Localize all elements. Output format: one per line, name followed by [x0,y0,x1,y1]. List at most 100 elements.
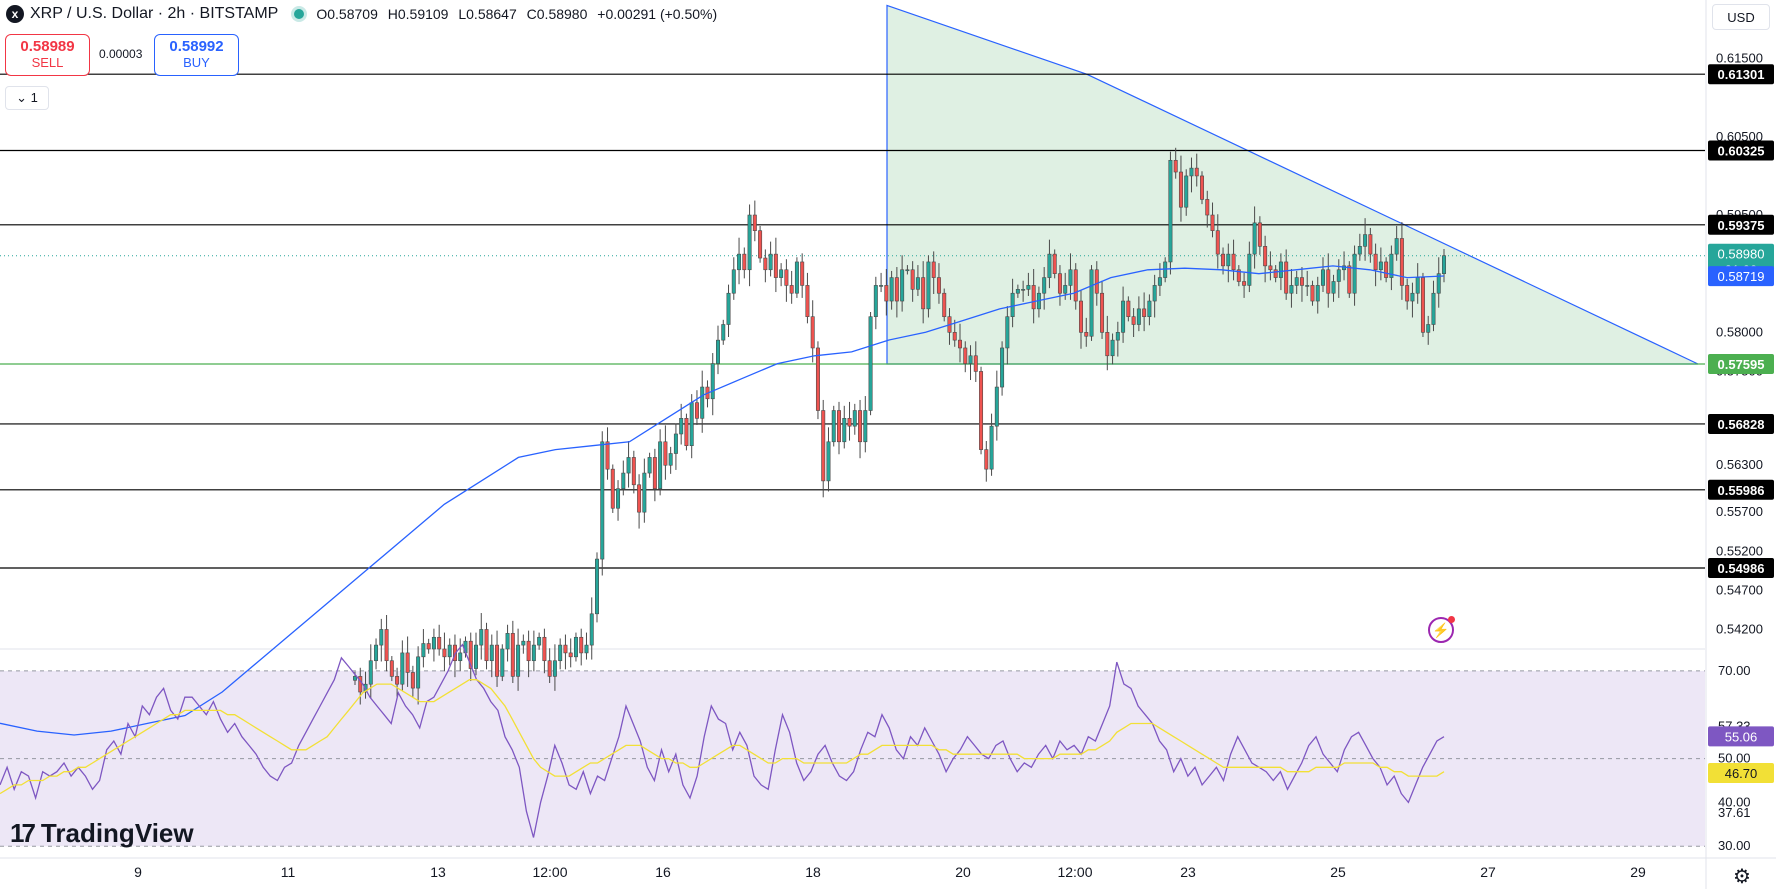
candle-body [1031,285,1036,310]
candle-body [710,363,715,400]
candle [968,345,973,381]
candle [389,656,394,682]
candle-body [537,636,542,646]
candle-body [1336,269,1341,282]
candle [784,259,789,302]
candle [810,300,815,363]
candle-body [353,676,357,681]
candle [647,452,652,478]
candle-body [1152,285,1157,302]
candle-body [694,402,699,419]
currency-button[interactable]: USD [1712,4,1770,30]
candle-body [737,253,742,271]
candle-body [826,441,831,482]
candle-body [1168,159,1173,263]
candle-body [495,644,500,677]
candle-body [1110,339,1115,357]
candle-body [389,660,394,677]
candle [510,620,515,684]
candle-body [794,261,799,294]
candle [1126,296,1131,322]
candle-body [889,277,894,302]
candle-body [747,214,752,271]
candle-body [658,441,663,490]
price-tick-label: 0.54700 [1716,582,1763,597]
candle-body [668,453,673,466]
candle [358,667,363,705]
level-tag-label: 0.60325 [1718,144,1765,159]
candle [921,261,926,324]
moving-average-line [0,265,1445,736]
candle [673,423,678,470]
candle-body [1005,316,1010,349]
candles [353,147,1446,705]
candle-body [973,355,978,372]
level-tag [1708,557,1774,578]
level-tag-label: 0.54986 [1718,561,1765,576]
indicator-collapse-button[interactable]: ⌄ 1 [5,86,49,110]
candle [1084,317,1089,347]
flash-alert-icon[interactable]: ⚡ [1428,616,1455,643]
candle [563,634,568,670]
candle-body [1084,332,1089,337]
candle-body [1142,308,1147,317]
candle [1326,253,1331,308]
candle [1263,235,1268,283]
candle-body [595,558,599,615]
candle-body [1257,222,1262,247]
candle-body [505,633,510,650]
candle [616,480,621,521]
candle [1031,268,1036,324]
candle [863,396,868,453]
candle [884,268,889,316]
candle-body [458,652,463,662]
candle [663,425,668,480]
candle [721,319,726,345]
price-tick-label: 0.55700 [1716,504,1763,519]
candle [1015,284,1020,298]
candle [468,632,473,682]
ma-tag [1708,266,1774,287]
time-tick-label: 12:00 [532,864,567,880]
sell-button[interactable]: 0.58989 SELL [5,34,90,76]
candle-body [1263,246,1268,267]
candle-body [1073,269,1078,302]
candle [1363,218,1368,261]
candle [579,628,584,666]
candle [815,341,820,420]
candle [426,638,431,654]
candle [1200,171,1204,205]
candle-body [1221,253,1226,267]
candle-body [1384,261,1389,278]
candle-body [1178,171,1183,208]
candle-body [1157,277,1162,286]
level-tag [1708,479,1774,500]
candle [568,638,573,668]
level-tag-label: 0.59375 [1718,218,1765,233]
candle [542,628,547,674]
candle-body [1010,292,1015,317]
symbol-title[interactable]: XRP / U.S. Dollar · 2h · BITSTAMP [30,5,279,22]
buy-label: BUY [183,55,210,70]
candle-body [879,285,884,287]
candle-body [468,640,473,669]
candle-body [1389,253,1394,278]
candle-body [821,410,826,482]
candle [794,257,799,298]
buy-button[interactable]: 0.58992 BUY [154,34,239,76]
ohlc-readout: O0.58709 H0.59109 L0.58647 C0.58980 +0.0… [316,6,723,22]
candle [752,200,757,242]
candle [431,628,436,662]
candle [837,401,841,455]
candle-body [731,269,736,294]
candle [552,644,557,691]
candle [589,597,594,660]
candle-body [484,629,489,662]
candle-body [800,261,805,286]
candle [558,638,563,670]
candle [894,267,899,318]
candle [763,249,768,283]
gear-icon[interactable]: ⚙ [1733,866,1751,888]
tradingview-logo[interactable]: 17 TradingView [10,818,194,849]
